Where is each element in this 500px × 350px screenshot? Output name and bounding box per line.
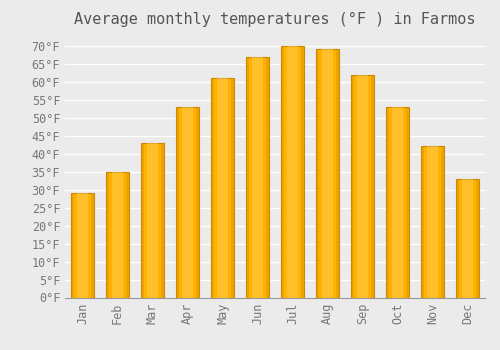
Bar xyxy=(441,146,444,298)
Bar xyxy=(211,78,214,298)
Bar xyxy=(182,107,193,298)
Bar xyxy=(421,146,424,298)
Bar xyxy=(357,75,368,298)
Bar xyxy=(427,146,438,298)
Bar xyxy=(392,107,403,298)
Bar xyxy=(126,172,129,298)
Bar xyxy=(91,193,94,298)
Bar xyxy=(217,78,228,298)
Bar xyxy=(196,107,199,298)
Bar xyxy=(476,179,479,298)
Bar xyxy=(281,46,304,298)
Bar xyxy=(246,57,249,298)
Bar xyxy=(141,143,164,298)
Bar xyxy=(176,107,179,298)
Bar xyxy=(211,78,234,298)
Title: Average monthly temperatures (°F ) in Farmos: Average monthly temperatures (°F ) in Fa… xyxy=(74,12,476,27)
Bar xyxy=(266,57,269,298)
Bar xyxy=(287,46,298,298)
Bar xyxy=(336,49,339,298)
Bar xyxy=(406,107,409,298)
Bar xyxy=(386,107,409,298)
Bar xyxy=(281,46,284,298)
Bar xyxy=(316,49,339,298)
Bar xyxy=(231,78,234,298)
Bar xyxy=(106,172,109,298)
Bar xyxy=(77,193,88,298)
Bar xyxy=(456,179,459,298)
Bar xyxy=(161,143,164,298)
Bar xyxy=(141,143,144,298)
Bar xyxy=(71,193,94,298)
Bar xyxy=(386,107,389,298)
Bar xyxy=(462,179,473,298)
Bar xyxy=(371,75,374,298)
Bar xyxy=(252,57,263,298)
Bar xyxy=(322,49,333,298)
Bar xyxy=(71,193,74,298)
Bar xyxy=(351,75,354,298)
Bar xyxy=(106,172,129,298)
Bar xyxy=(176,107,199,298)
Bar xyxy=(456,179,479,298)
Bar xyxy=(301,46,304,298)
Bar xyxy=(246,57,269,298)
Bar xyxy=(421,146,444,298)
Bar xyxy=(316,49,319,298)
Bar xyxy=(147,143,158,298)
Bar xyxy=(112,172,123,298)
Bar xyxy=(351,75,374,298)
